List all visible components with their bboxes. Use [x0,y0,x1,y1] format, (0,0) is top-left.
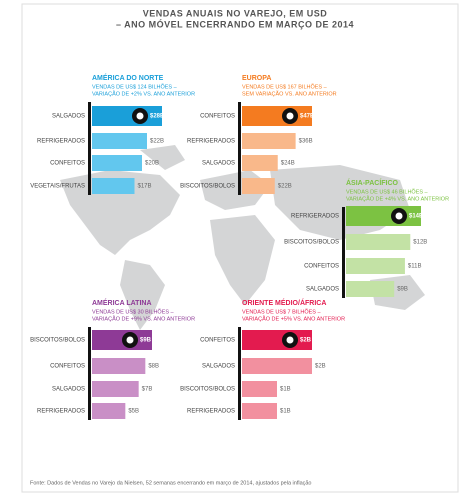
value-label: $2B [315,364,326,370]
value-label: $28B [150,114,165,120]
value-label: $22B [278,184,292,190]
panel-rule [342,207,345,298]
category-label: BISCOITOS/BOLOS [180,387,235,393]
category-label: BISCOITOS/BOLOS [30,338,85,344]
category-label: CONFEITOS [200,338,235,344]
panel-subtitle: VARIAÇÃO DE +9% VS. ANO ANTERIOR [92,315,195,322]
map-greenland [140,145,185,170]
category-label: SALGADOS [52,387,85,393]
icon-detail [395,212,403,220]
panel-subtitle: VENDAS DE US$ 124 BILHÕES – [92,83,178,90]
value-label: $20B [145,161,159,167]
value-label: $36B [299,139,313,145]
panel-subtitle: VARIAÇÃO DE +4% VS. ANO ANTERIOR [346,195,449,202]
category-label: CONFEITOS [304,264,339,270]
bar [92,155,142,171]
value-label: $17B [138,184,152,190]
value-label: $47B [300,114,315,120]
category-label: SALGADOS [52,114,85,120]
title-line: – ANO MÓVEL ENCERRANDO EM MARÇO DE 2014 [116,18,354,29]
panel-subtitle: VARIAÇÃO DE +2% VS. ANO ANTERIOR [92,90,195,97]
bar [242,381,277,397]
category-label: CONFEITOS [50,364,85,370]
category-label: REFRIGERADOS [187,409,235,415]
bar [242,178,275,194]
category-label: CONFEITOS [50,161,85,167]
icon-detail [286,336,294,344]
category-label: REFRIGERADOS [37,139,85,145]
panel-title: EUROPA [242,75,271,82]
value-label: $2B [300,338,312,344]
panel-subtitle: SEM VARIAÇÃO VS. ANO ANTERIOR [242,90,337,97]
bar [92,381,139,397]
category-label: VEGETAIS/FRUTAS [30,184,85,190]
bar [346,281,395,297]
panel-rule [88,102,91,195]
value-label: $9B [140,338,152,344]
value-label: $9B [397,287,408,293]
bar [92,358,146,374]
bar [346,258,405,274]
panel-title: AMÉRICA DO NORTE [92,73,164,82]
map-africa [210,215,275,305]
value-label: $22B [150,139,164,145]
category-label: SALGADOS [306,287,339,293]
bar [242,403,277,419]
panel-subtitle: VENDAS DE US$ 46 BILHÕES – [346,188,429,195]
category-label: REFRIGERADOS [37,409,85,415]
title-line: VENDAS ANUAIS NO VAREJO, EM USD [143,8,328,18]
bar [242,133,296,149]
panel-rule [88,327,91,420]
bar [242,358,312,374]
bar [92,178,135,194]
panel-subtitle: VENDAS DE US$ 167 BILHÕES – [242,83,328,90]
value-label: $1B [280,409,291,415]
panel-title: AMÉRICA LATINA [92,298,152,307]
map-south-america [120,260,165,330]
value-label: $12B [413,240,427,246]
panel-rule [238,102,241,195]
icon-detail [136,112,144,120]
bar [346,234,411,250]
panel-title: ÁSIA-PACÍFICO [346,178,399,187]
category-label: BISCOITOS/BOLOS [284,240,339,246]
category-label: REFRIGERADOS [291,214,339,220]
frame [21,3,459,493]
category-label: BISCOITOS/BOLOS [180,184,235,190]
value-label: $11B [408,264,422,270]
source-note: Fonte: Dados de Vendas no Varejo da Niel… [30,480,312,486]
icon-detail [126,336,134,344]
value-label: $24B [281,161,295,167]
panel-subtitle: VENDAS DE US$ 30 BILHÕES – [92,308,175,315]
value-label: $8B [148,364,159,370]
panel-subtitle: VARIAÇÃO DE +5% VS. ANO ANTERIOR [242,315,345,322]
panel-subtitle: VENDAS DE US$ 7 BILHÕES – [242,308,321,315]
value-label: $14B [409,214,424,220]
bar [242,155,278,171]
icon-detail [286,112,294,120]
value-label: $5B [128,409,139,415]
category-label: SALGADOS [202,161,235,167]
category-label: CONFEITOS [200,114,235,120]
category-label: REFRIGERADOS [187,139,235,145]
bar [92,403,126,419]
value-label: $7B [142,387,153,393]
panel-rule [238,327,241,420]
category-label: SALGADOS [202,364,235,370]
bar [92,133,147,149]
panel-title: ORIENTE MÉDIO/ÁFRICA [242,298,326,307]
value-label: $1B [280,387,291,393]
